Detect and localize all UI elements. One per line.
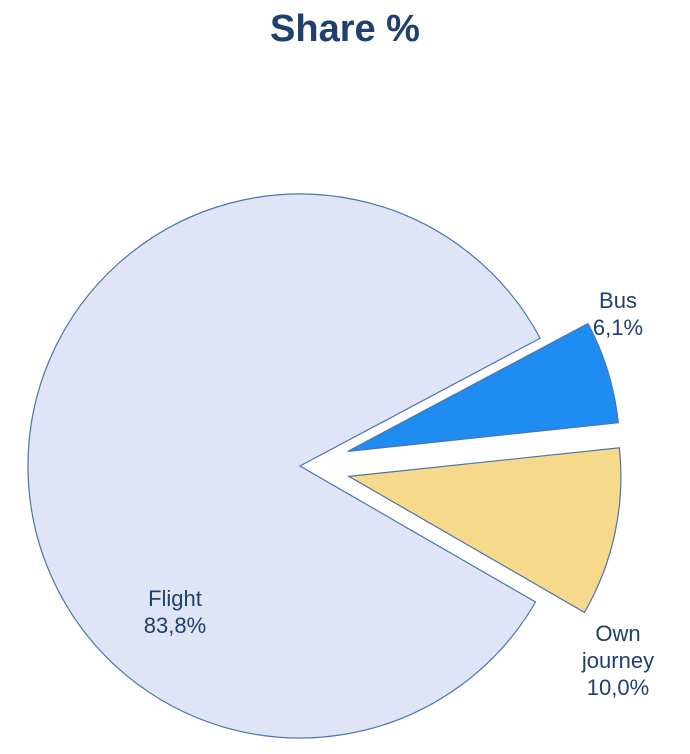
pie-slice <box>347 447 622 614</box>
slice-label: Bus 6,1% <box>573 287 663 341</box>
chart-title: Share % <box>270 8 420 50</box>
slice-category: Flight <box>148 586 202 611</box>
slice-value-label: 83,8% <box>143 613 207 638</box>
slice-category: Own journey <box>581 621 655 673</box>
pie-slice <box>347 322 619 452</box>
slice-value-label: 10,0% <box>586 675 650 700</box>
pie-slice <box>27 193 541 739</box>
slice-category: Bus <box>599 288 637 313</box>
slice-label: Flight 83,8% <box>120 585 230 639</box>
slice-value-label: 6,1% <box>592 315 644 340</box>
slice-label: Own journey 10,0% <box>568 620 668 701</box>
